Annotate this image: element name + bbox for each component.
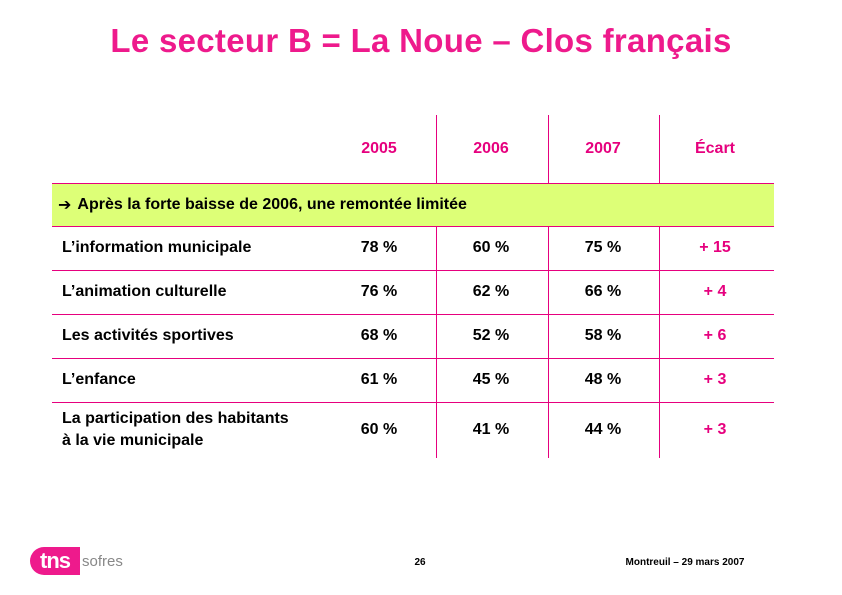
band-bottom-line <box>52 226 774 227</box>
footer-place-date: Montreuil – 29 mars 2007 <box>625 557 745 568</box>
col-divider <box>436 115 437 183</box>
band-top-line <box>52 183 774 184</box>
table-row: La participation des habitants à la vie … <box>52 402 774 458</box>
logo-word: sofres <box>82 552 123 570</box>
value-2006: 60 % <box>472 239 510 256</box>
value-ecart: + 3 <box>703 421 727 438</box>
row-label-line2: à la vie municipale <box>62 432 204 449</box>
header-ecart: Écart <box>694 140 736 157</box>
row-label: Les activités sportives <box>62 327 234 344</box>
value-ecart: + 3 <box>703 371 727 388</box>
value-2006: 41 % <box>472 421 510 438</box>
logo-mark: tns <box>30 547 80 575</box>
row-divider <box>52 314 774 315</box>
value-2006: 62 % <box>472 283 510 300</box>
row-label: L’enfance <box>62 371 136 388</box>
col-divider <box>548 226 549 458</box>
value-ecart: + 6 <box>703 327 727 344</box>
header-2006: 2006 <box>473 140 509 157</box>
row-label: L’information municipale <box>62 239 252 256</box>
summary-label: Après la forte baisse de 2006, une remon… <box>77 195 467 213</box>
value-2007: 75 % <box>584 239 622 256</box>
value-ecart: + 4 <box>703 283 727 300</box>
summary-text: ➔ Après la forte baisse de 2006, une rem… <box>58 183 758 226</box>
value-2005: 61 % <box>360 371 398 388</box>
table-row: L’information municipale 78 % 60 % 75 % … <box>52 226 774 270</box>
row-label: La participation des habitants à la vie … <box>62 402 342 458</box>
arrow-right-icon: ➔ <box>58 196 72 214</box>
value-ecart: + 15 <box>699 239 731 256</box>
value-2007: 48 % <box>584 371 622 388</box>
value-2005: 60 % <box>360 421 398 438</box>
slide-title: Le secteur B = La Noue – Clos français <box>110 22 732 59</box>
table-row: Les activités sportives 68 % 52 % 58 % +… <box>52 314 774 358</box>
summary-band: ➔ Après la forte baisse de 2006, une rem… <box>52 183 774 226</box>
table-row: L’enfance 61 % 45 % 48 % + 3 <box>52 358 774 402</box>
tns-sofres-logo: tns sofres <box>30 537 123 577</box>
header-2005: 2005 <box>361 140 397 157</box>
row-divider <box>52 270 774 271</box>
header-row: 2005 2006 2007 Écart <box>52 115 774 183</box>
row-label: L’animation culturelle <box>62 283 227 300</box>
row-label-line1: La participation des habitants <box>62 410 289 427</box>
col-divider <box>436 226 437 458</box>
value-2006: 52 % <box>472 327 510 344</box>
value-2005: 76 % <box>360 283 398 300</box>
col-divider <box>659 226 660 458</box>
page-number: 26 <box>414 557 426 568</box>
value-2007: 58 % <box>584 327 622 344</box>
value-2005: 78 % <box>360 239 398 256</box>
value-2007: 44 % <box>584 421 622 438</box>
col-divider <box>659 115 660 183</box>
value-2005: 68 % <box>360 327 398 344</box>
value-2007: 66 % <box>584 283 622 300</box>
table-row: L’animation culturelle 76 % 62 % 66 % + … <box>52 270 774 314</box>
header-2007: 2007 <box>585 140 621 157</box>
value-2006: 45 % <box>472 371 510 388</box>
col-divider <box>548 115 549 183</box>
row-divider <box>52 358 774 359</box>
row-divider <box>52 402 774 403</box>
